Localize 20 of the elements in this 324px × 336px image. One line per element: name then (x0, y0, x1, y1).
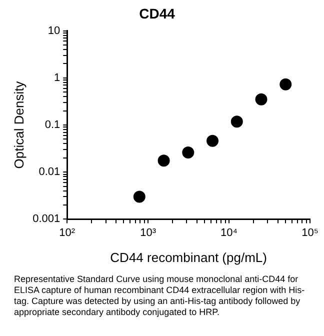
point (206, 134, 219, 147)
text: Representative Standard Curve using mouse monoclonal anti-CD44 for ELISA capture of human recombinant CD44 extracellular region with His-tag. Capture was detected by using an anti-His-tag antibody followed by appropriate secondary antibody conjugated to HRP. (14, 274, 306, 318)
x-tick-label: 10⁴ (220, 226, 238, 239)
y-tick-label: 0.001 (32, 213, 60, 226)
y-axis-title: Optical Density (11, 80, 26, 169)
y-tick-label: 0.1 (44, 119, 60, 132)
y-tick-label: 10 (48, 24, 60, 37)
point (280, 78, 292, 90)
x-axis-title: CD44 recombinant (pg/mL) (110, 250, 267, 265)
point (158, 154, 170, 167)
y-tick-label: 1 (54, 72, 60, 84)
point (255, 93, 268, 106)
x-tick-label: 10⁵ (302, 226, 318, 239)
point (182, 146, 194, 159)
y-tick-label: 0.01 (38, 166, 60, 178)
x-tick-label: 10³ (140, 226, 156, 239)
point (230, 116, 243, 128)
chart-title: CD44 (139, 5, 176, 22)
point (133, 190, 146, 203)
x-tick-label: 10² (59, 226, 76, 239)
